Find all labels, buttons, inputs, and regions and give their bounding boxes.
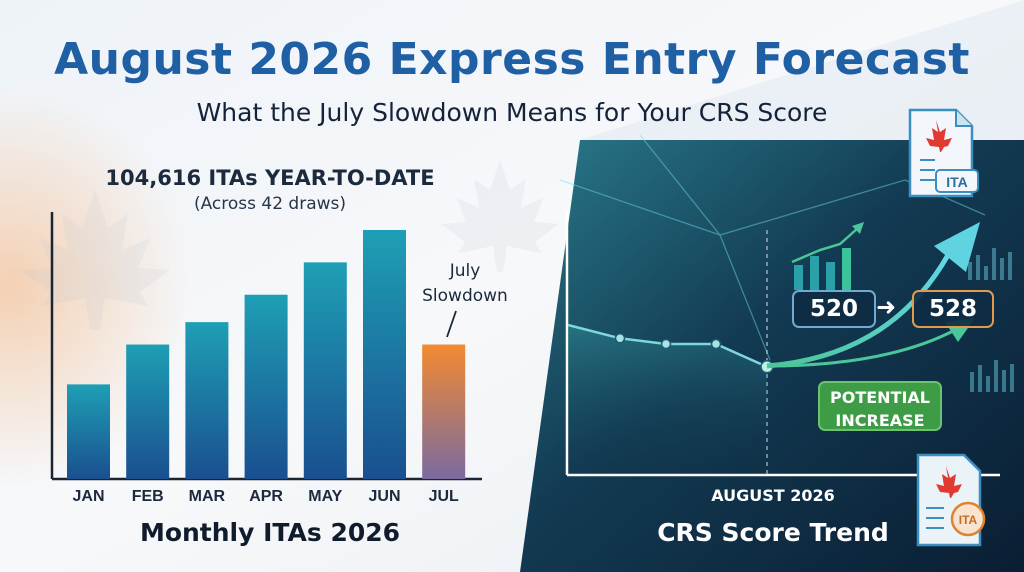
slowdown-pointer — [446, 310, 457, 338]
trend-point-2 — [614, 333, 626, 344]
score-from-box: 520 — [792, 290, 876, 328]
trend-chart-caption: CRS Score Trend — [657, 518, 889, 547]
ita-stamp-label: ITA — [959, 513, 978, 527]
arrow-right-icon: ➜ — [876, 293, 897, 321]
ita-stamp-document-icon — [916, 453, 986, 547]
bar-jun — [363, 230, 406, 479]
tick-label-may: MAY — [308, 488, 342, 505]
bar-jan — [67, 384, 110, 479]
bar-may — [303, 262, 347, 479]
badge-line-1: POTENTIAL — [829, 388, 930, 407]
trend-point-4 — [710, 338, 722, 350]
tick-label-jul: JUL — [429, 488, 459, 505]
bar-chart-caption: Monthly ITAs 2026 — [139, 518, 401, 547]
trend-point-3 — [660, 338, 672, 350]
maple-leaf-watermark-left — [20, 190, 170, 330]
tick-label-jun: JUN — [368, 488, 400, 505]
ita-document-icon — [908, 108, 979, 198]
maple-leaf-watermark-right — [441, 160, 559, 272]
projection-arrowhead-upper — [934, 222, 980, 272]
bar-chart-bars — [67, 230, 466, 479]
mini-growth-bars — [791, 222, 864, 290]
draw-count-note: (Across 42 draws) — [193, 194, 347, 214]
tick-label-apr: APR — [249, 488, 283, 505]
annotation-line-2: Slowdown — [422, 286, 508, 306]
bar-mar — [185, 322, 229, 479]
projection-curve-lower — [766, 328, 956, 368]
july-slowdown-annotation: July Slowdown — [400, 259, 530, 309]
bar-jul — [422, 344, 466, 479]
tick-label-feb: FEB — [132, 488, 164, 505]
ytd-total-label: 104,616 ITAs YEAR-TO-DATE — [105, 166, 435, 190]
score-to-box: 528 — [912, 290, 994, 328]
tick-label-jan: JAN — [72, 488, 104, 505]
bar-apr — [244, 294, 288, 479]
annotation-line-1: July — [449, 261, 481, 281]
tick-label-mar: MAR — [189, 488, 226, 505]
potential-increase-badge: POTENTIAL INCREASE — [818, 381, 942, 431]
ita-document-label: ITA — [946, 174, 968, 190]
projection-curve-upper — [766, 253, 951, 369]
trend-area — [568, 325, 767, 475]
page-subtitle: What the July Slowdown Means for Your CR… — [196, 98, 828, 127]
decorative-sparkbars — [968, 248, 1014, 392]
bar-feb — [126, 344, 170, 479]
network-lines — [559, 134, 986, 361]
badge-line-2: INCREASE — [835, 411, 925, 430]
bar-chart-tick-labels: JAN FEB MAR APR MAY JUN JUL — [72, 488, 459, 505]
august-axis-label: AUGUST 2026 — [711, 486, 835, 505]
page-title: August 2026 Express Entry Forecast — [54, 34, 970, 85]
